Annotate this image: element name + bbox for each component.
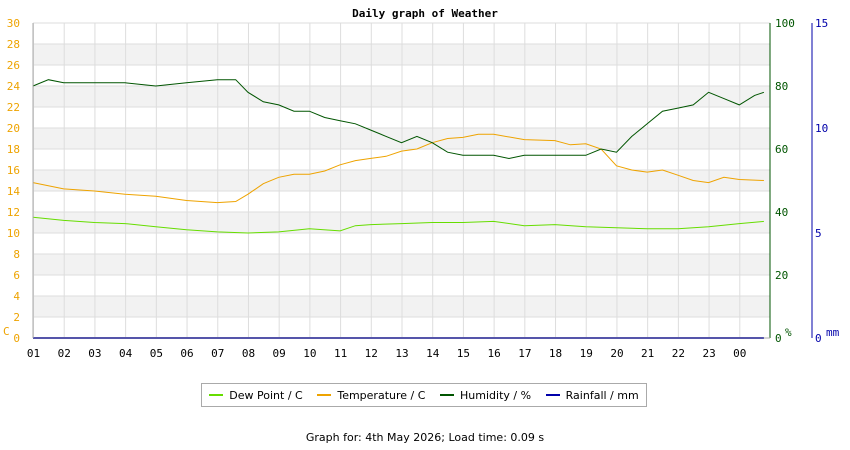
left-tick-label: 10 xyxy=(7,227,20,240)
footer-status: Graph for: 4th May 2026; Load time: 0.09… xyxy=(305,431,545,444)
legend-swatch-rainfall xyxy=(545,394,560,396)
x-tick-label: 08 xyxy=(242,347,255,360)
legend-item-rainfall: Rainfall / mm xyxy=(545,388,639,402)
right-tick-label-rainfall: 0 xyxy=(815,332,822,345)
legend-label-temperature: Temperature / C xyxy=(337,388,426,402)
right-tick-label-humidity: 20 xyxy=(775,269,788,282)
series-line-humidity xyxy=(32,79,765,160)
left-tick-label: 8 xyxy=(13,248,20,261)
x-tick-label: 17 xyxy=(518,347,531,360)
legend: Dew Point / C Temperature / C Humidity /… xyxy=(201,383,647,407)
legend-swatch-dew-point xyxy=(209,394,224,396)
legend-label-humidity: Humidity / % xyxy=(460,388,532,402)
x-tick-label: 09 xyxy=(273,347,286,360)
right-tick-label-humidity: 80 xyxy=(775,80,788,93)
left-tick-label: 6 xyxy=(13,269,20,282)
chart-title: Daily graph of Weather xyxy=(352,7,498,20)
right-tick-label-humidity: 100 xyxy=(775,17,795,30)
left-tick-label: 24 xyxy=(7,80,21,93)
left-tick-label: 14 xyxy=(7,185,21,198)
x-tick-label: 10 xyxy=(303,347,316,360)
x-tick-label: 06 xyxy=(180,347,193,360)
x-tick-label: 16 xyxy=(488,347,501,360)
x-tick-label: 18 xyxy=(549,347,562,360)
x-tick-label: 03 xyxy=(88,347,101,360)
x-tick-label: 22 xyxy=(672,347,685,360)
left-tick-label: 4 xyxy=(13,290,20,303)
left-tick-label: 28 xyxy=(7,38,20,51)
left-tick-label: 22 xyxy=(7,101,20,114)
legend-item-temperature: Temperature / C xyxy=(317,389,425,402)
legend-swatch-temperature xyxy=(317,394,332,396)
left-tick-label: 18 xyxy=(7,143,20,156)
x-tick-label: 04 xyxy=(119,347,133,360)
x-tick-label: 05 xyxy=(150,347,163,360)
legend-swatch-humidity xyxy=(440,394,455,396)
x-tick-label: 23 xyxy=(702,347,715,360)
right-tick-label-humidity: 60 xyxy=(775,143,788,156)
legend-label-rainfall: Rainfall / mm xyxy=(565,388,639,402)
right-tick-label-humidity: 40 xyxy=(775,206,788,219)
x-tick-label: 20 xyxy=(610,347,623,360)
legend-item-dew-point: Dew Point / C xyxy=(209,388,303,402)
right-tick-label-rainfall: 10 xyxy=(815,122,828,135)
right-axis-humidity-unit: % xyxy=(785,326,792,339)
right-tick-label-humidity: 0 xyxy=(775,332,782,345)
legend-label-dew-point: Dew Point / C xyxy=(229,388,303,402)
left-tick-label: 20 xyxy=(7,122,20,135)
right-tick-label-rainfall: 5 xyxy=(815,227,822,240)
left-axis-unit: C xyxy=(3,325,10,338)
right-axis-rainfall-unit: mm xyxy=(826,326,840,339)
x-tick-label: 11 xyxy=(334,347,347,360)
series-line-dew-point xyxy=(32,216,764,234)
x-tick-label: 01 xyxy=(27,347,40,360)
x-tick-label: 02 xyxy=(58,347,71,360)
right-tick-label-rainfall: 15 xyxy=(815,17,828,30)
x-tick-label: 13 xyxy=(395,347,408,360)
left-tick-label: 26 xyxy=(7,59,20,72)
legend-item-humidity: Humidity / % xyxy=(440,389,531,402)
left-tick-label: 12 xyxy=(7,206,20,219)
x-tick-label: 19 xyxy=(580,347,593,360)
x-tick-label: 14 xyxy=(426,347,440,360)
x-tick-label: 21 xyxy=(641,347,654,360)
x-tick-label: 00 xyxy=(733,347,746,360)
x-tick-label: 12 xyxy=(365,347,378,360)
left-tick-label: 0 xyxy=(13,332,20,345)
left-tick-label: 16 xyxy=(7,164,20,177)
x-tick-label: 15 xyxy=(457,347,470,360)
left-tick-label: 2 xyxy=(13,311,20,324)
series-line-temperature xyxy=(32,133,764,204)
left-tick-label: 30 xyxy=(7,17,20,30)
x-tick-label: 07 xyxy=(211,347,224,360)
